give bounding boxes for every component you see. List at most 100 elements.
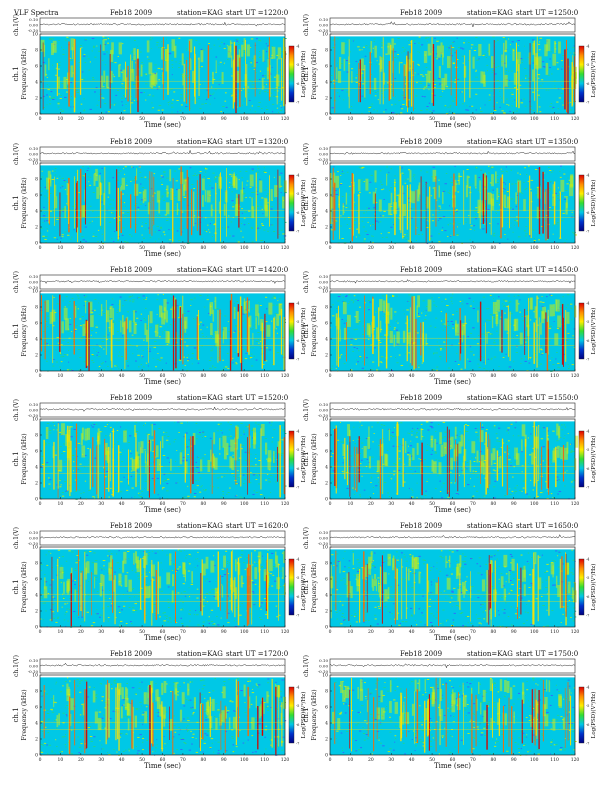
spectrogram-speckle (250, 357, 252, 358)
spectrogram-speckle (78, 490, 80, 491)
x-tick-label: 0 (39, 245, 42, 251)
spectrogram-speckle (528, 295, 529, 296)
x-tick-label: 30 (388, 116, 394, 122)
spectrogram-haze (48, 58, 49, 70)
spectrogram-speckle (131, 476, 132, 477)
spectrogram-speckle (239, 179, 240, 180)
spectrogram-speckle (113, 74, 114, 75)
spectrogram-speckle (82, 72, 84, 73)
sferic-streak (432, 37, 433, 103)
spectrogram-speckle (260, 71, 261, 72)
spectrogram-haze (133, 310, 135, 322)
spectrogram-speckle (125, 206, 126, 207)
spectrogram-speckle (66, 218, 68, 219)
spectrogram-speckle (525, 233, 528, 234)
spectrogram-speckle (429, 89, 430, 90)
spectrogram-speckle (132, 301, 134, 302)
spectrogram-speckle (209, 368, 211, 369)
spectrogram-speckle (122, 235, 124, 236)
colorbar (289, 431, 294, 487)
spectrogram-haze (356, 311, 359, 323)
spectrogram-speckle (90, 222, 92, 223)
sferic-streak (92, 437, 93, 487)
spectrogram-speckle (78, 349, 80, 350)
spectrogram-speckle (252, 84, 255, 85)
sferic-streak (436, 176, 437, 227)
spectrogram-haze (488, 193, 492, 205)
spectrogram-speckle (59, 109, 62, 110)
spectrogram-speckle (441, 321, 442, 322)
y-tick-label: 10 (322, 32, 328, 38)
spectrogram-speckle (76, 325, 78, 326)
spectrogram-speckle (166, 363, 167, 364)
y-tick-label: 8 (35, 48, 38, 54)
spectrogram-speckle (105, 39, 108, 40)
spectrogram-speckle (413, 175, 415, 176)
spectrogram-speckle (66, 296, 68, 297)
spectrogram-speckle (559, 171, 560, 172)
spectrogram-speckle (98, 230, 99, 231)
spectrogram-speckle (250, 472, 251, 473)
x-tick-label: 110 (260, 116, 269, 122)
spectrogram-speckle (558, 187, 559, 188)
spectrogram-haze (85, 301, 86, 313)
x-tick-label: 0 (39, 373, 42, 379)
spectrogram-speckle (542, 353, 544, 354)
x-tick-label: 30 (98, 373, 104, 379)
spectrogram-haze (234, 307, 236, 319)
spectrogram-speckle (488, 332, 490, 333)
spectrogram-speckle (356, 329, 358, 330)
spectrogram-speckle (397, 219, 399, 220)
spectrogram-speckle (561, 69, 562, 70)
spectrogram-haze (339, 57, 341, 69)
spectrogram-haze (346, 193, 347, 205)
spectrogram-speckle (243, 361, 244, 362)
spectrogram-speckle (197, 485, 199, 486)
spectrogram-speckle (341, 173, 342, 174)
sferic-streak (433, 44, 434, 106)
spectrogram-speckle (175, 196, 177, 197)
spectrogram-speckle (134, 496, 135, 497)
spectrogram-speckle (468, 187, 471, 188)
spectrogram-speckle (557, 69, 559, 70)
spectrogram-speckle (237, 89, 239, 90)
spectrogram-speckle (56, 427, 57, 428)
spectrogram-speckle (434, 369, 435, 370)
spectrogram-speckle (87, 301, 88, 302)
spectrogram-speckle (564, 424, 565, 425)
spectrogram-speckle (213, 474, 215, 475)
spectrogram-speckle (271, 93, 272, 94)
spectrogram-speckle (396, 330, 398, 331)
spectrogram-speckle (566, 307, 568, 308)
spectrogram-speckle (479, 367, 481, 368)
spectrogram-speckle (91, 360, 93, 361)
spectrogram-speckle (448, 325, 450, 326)
spectrogram-speckle (518, 236, 521, 237)
ts-tick-label: 0.00 (319, 152, 328, 157)
panel-date: Feb18 2009 (400, 266, 442, 274)
spectrogram-speckle (522, 193, 523, 194)
spectrogram-speckle (207, 225, 208, 226)
spectrogram-haze (424, 51, 427, 63)
spectrogram-speckle (110, 427, 112, 428)
spectrogram-haze (274, 185, 277, 197)
spectrogram-speckle (424, 96, 426, 97)
spectrogram-speckle (42, 456, 44, 457)
spectrogram-speckle (84, 361, 86, 362)
spectrogram-speckle (511, 198, 514, 199)
spectrogram-speckle (217, 430, 219, 431)
spectrogram-speckle (163, 200, 165, 201)
spectrogram-speckle (507, 239, 508, 240)
spectrogram-speckle (159, 336, 161, 337)
spectrogram-speckle (369, 107, 371, 108)
spectrogram-speckle (229, 488, 231, 489)
spectrogram-haze (371, 41, 373, 53)
spectrogram-speckle (171, 294, 173, 295)
sferic-streak (383, 37, 384, 104)
spectrogram-speckle (454, 483, 455, 484)
spectrogram-speckle (464, 39, 465, 40)
spectrogram-speckle (381, 357, 384, 358)
